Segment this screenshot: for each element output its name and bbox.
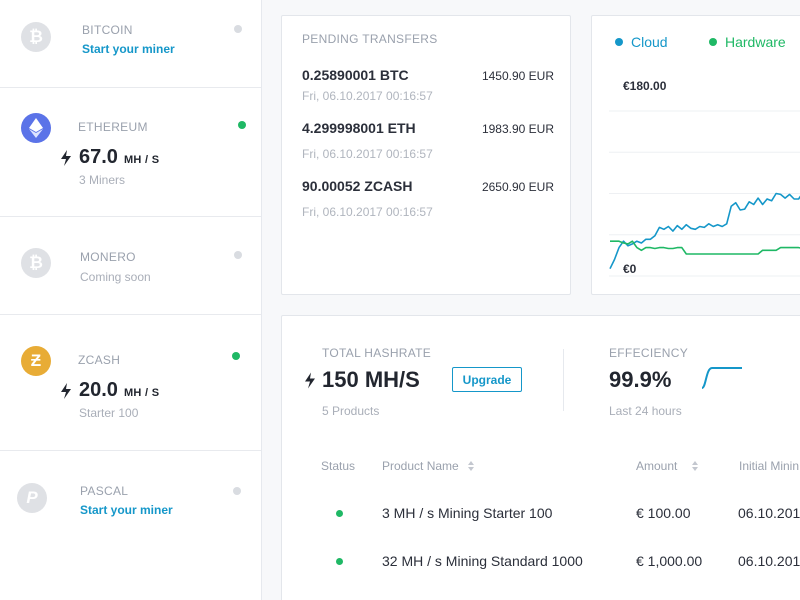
hashrate-value: 20.0: [79, 379, 118, 401]
product-name: 3 MH / s Mining Starter 100: [382, 505, 553, 521]
column-header-label: Status: [321, 459, 356, 473]
legend-hardware-dot: [709, 38, 717, 46]
product-amount: € 1,000.00: [636, 553, 703, 569]
line-chart: [609, 110, 800, 277]
transfer-amount: 90.00052 ZCASH: [302, 178, 413, 194]
product-initial: 06.10.201: [738, 553, 800, 569]
total-hashrate: 150 MH/S: [304, 367, 420, 393]
legend-hardware[interactable]: Hardware: [709, 34, 786, 50]
bitcoin-icon: ₿: [21, 22, 51, 52]
status-dot: [336, 558, 343, 565]
earnings-chart-card: Cloud Hardware €180.00 €0: [591, 15, 800, 295]
coin-name: ETHEREUM: [78, 120, 148, 134]
total-hashrate-value: 150 MH/S: [322, 367, 420, 392]
hashrate-unit: MH / S: [123, 387, 160, 399]
table-row[interactable]: 32 MH / s Mining Standard 1000 € 1,000.0…: [282, 553, 800, 573]
pascal-icon: P: [17, 483, 47, 513]
column-header-label: Amount: [636, 459, 678, 473]
legend-cloud-label: Cloud: [631, 34, 668, 50]
coin-name: MONERO: [80, 250, 136, 264]
transfer-amount: 4.299998001 ETH: [302, 120, 416, 136]
coin-name: PASCAL: [80, 484, 129, 498]
coin-item-bitcoin[interactable]: ₿ BITCOIN Start your miner: [0, 0, 261, 88]
status-dot: [234, 251, 242, 259]
transfer-date: Fri, 06.10.2017 00:16:57: [302, 89, 433, 103]
ethereum-icon: [21, 113, 51, 143]
sort-icon: [692, 461, 699, 471]
column-header-initial[interactable]: Initial Minin: [739, 459, 799, 473]
coin-item-ethereum[interactable]: ETHEREUM 67.0 MH / S 3 Miners: [0, 88, 261, 217]
table-row[interactable]: 3 MH / s Mining Starter 100 € 100.00 06.…: [282, 505, 800, 525]
coin-item-pascal[interactable]: P PASCAL Start your miner: [0, 451, 261, 600]
start-miner-link[interactable]: Start your miner: [82, 42, 175, 56]
coin-name: BITCOIN: [82, 23, 133, 37]
total-hashrate-label: TOTAL HASHRATE: [322, 346, 432, 360]
product-amount: € 100.00: [636, 505, 691, 521]
coin-sidebar: ₿ BITCOIN Start your miner ETHEREUM 67.0…: [0, 0, 262, 600]
series-line-cloud: [609, 192, 800, 270]
coin-name: ZCASH: [78, 353, 121, 367]
efficiency-value: 99.9%: [609, 367, 672, 392]
coin-subtext: Starter 100: [79, 406, 139, 420]
column-header-status[interactable]: Status: [321, 459, 355, 473]
y-axis-top-label: €180.00: [623, 79, 667, 93]
column-header-label: Initial Minin: [739, 459, 800, 473]
status-dot: [238, 121, 246, 129]
status-dot: [234, 25, 242, 33]
column-header-amount[interactable]: Amount: [636, 459, 699, 473]
coin-item-zcash[interactable]: Ƶ ZCASH 20.0 MH / S Starter 100: [0, 315, 261, 451]
hashrate-value: 67.0: [79, 146, 118, 168]
coin-hashrate: 67.0 MH / S: [60, 146, 159, 169]
status-dot: [233, 487, 241, 495]
coin-hashrate: 20.0 MH / S: [60, 379, 159, 402]
hashrate-card: TOTAL HASHRATE 150 MH/S Upgrade 5 Produc…: [281, 315, 800, 600]
legend-cloud-dot: [615, 38, 623, 46]
status-dot: [336, 510, 343, 517]
hashrate-unit: MH / S: [123, 154, 160, 166]
bolt-icon: [305, 372, 315, 388]
coin-item-monero[interactable]: ₿ MONERO Coming soon: [0, 217, 261, 315]
bolt-icon: [61, 149, 71, 166]
legend-hardware-label: Hardware: [725, 34, 786, 50]
series-line-hardware: [610, 240, 800, 255]
status-dot: [232, 352, 240, 360]
product-count: 5 Products: [322, 404, 380, 418]
product-initial: 06.10.201: [738, 505, 800, 521]
start-miner-link[interactable]: Start your miner: [80, 503, 173, 517]
transfer-amount: 0.25890001 BTC: [302, 67, 409, 83]
transfer-date: Fri, 06.10.2017 00:16:57: [302, 205, 433, 219]
upgrade-button[interactable]: Upgrade: [452, 367, 522, 392]
product-name: 32 MH / s Mining Standard 1000: [382, 553, 583, 569]
column-header-label: Product Name: [382, 459, 459, 473]
transfer-eur: 1450.90 EUR: [481, 69, 554, 83]
card-title: PENDING TRANSFERS: [302, 32, 438, 46]
pending-transfers-card: PENDING TRANSFERS 0.25890001 BTC 1450.90…: [281, 15, 571, 295]
y-axis-bottom-label: €0: [623, 262, 637, 276]
transfer-eur: 1983.90 EUR: [481, 122, 554, 136]
transfer-eur: 2650.90 EUR: [481, 180, 554, 194]
monero-icon: ₿: [21, 248, 51, 278]
legend-cloud[interactable]: Cloud: [615, 34, 668, 50]
sort-icon: [467, 461, 474, 471]
column-header-product[interactable]: Product Name: [382, 459, 475, 473]
bolt-icon: [61, 382, 71, 399]
divider: [563, 349, 564, 411]
coin-subtext: Coming soon: [80, 270, 151, 284]
zcash-icon: Ƶ: [21, 346, 51, 376]
efficiency-label: EFFECIENCY: [609, 346, 689, 360]
efficiency-period: Last 24 hours: [609, 404, 682, 418]
coin-subtext: 3 Miners: [79, 173, 126, 187]
efficiency-sparkline: [701, 367, 742, 389]
transfer-date: Fri, 06.10.2017 00:16:57: [302, 147, 433, 161]
